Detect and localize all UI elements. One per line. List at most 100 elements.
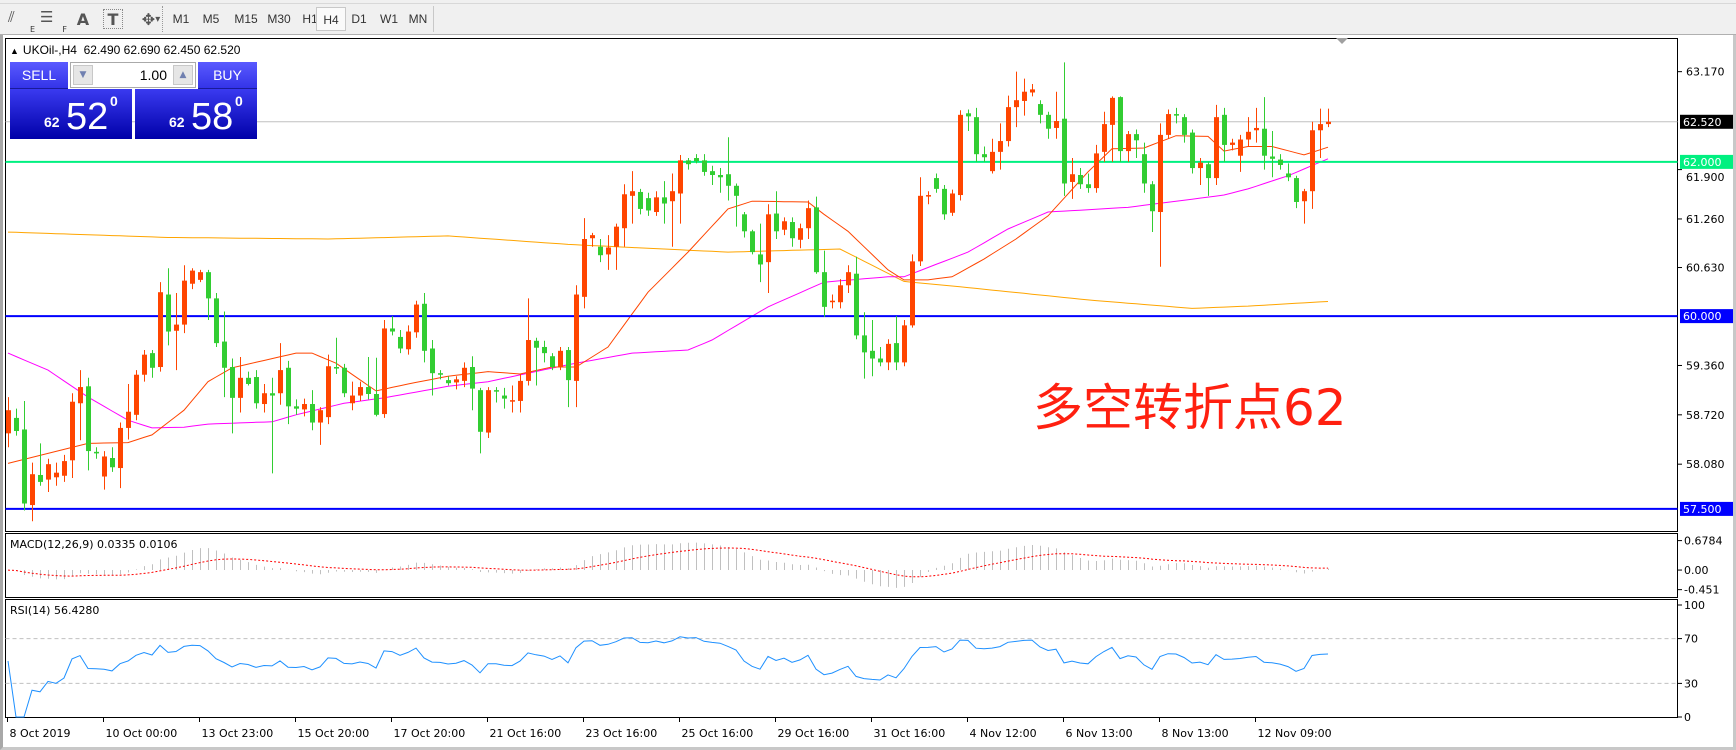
timeframe-h1[interactable]: H1 — [302, 12, 318, 26]
candle-body — [374, 394, 379, 415]
candle-body — [1166, 114, 1171, 135]
candle-body — [1262, 128, 1267, 156]
candle — [390, 316, 395, 336]
arrows-dropdown-icon[interactable]: ✥ ▾ — [141, 9, 161, 29]
candle — [1294, 175, 1299, 209]
macd-signal-line — [7, 547, 1328, 578]
candle — [86, 377, 91, 471]
candle-body — [750, 231, 755, 253]
text-label-icon[interactable]: T — [103, 9, 123, 29]
volume-input[interactable]: 1.00 — [139, 67, 167, 83]
toolbar-top-divider — [0, 0, 1736, 4]
fibonacci-glyph: ☰ — [40, 8, 54, 26]
buy-price-box[interactable]: 62 58 0 — [135, 89, 257, 139]
toolbar-separator — [162, 6, 164, 32]
candle-body — [646, 198, 651, 211]
candle — [1054, 91, 1059, 139]
fibonacci-icon[interactable]: ☰ F — [38, 7, 67, 34]
buy-price-prefix: 62 — [169, 114, 185, 130]
candle-body — [806, 208, 811, 229]
candle-body — [542, 346, 547, 354]
timeframe-m5[interactable]: M5 — [202, 12, 220, 26]
candle-body — [270, 393, 275, 396]
candle — [710, 165, 715, 186]
sell-price-box[interactable]: 62 52 0 — [10, 89, 132, 139]
candle-body — [1070, 174, 1075, 182]
candle-body — [406, 331, 411, 350]
chart-shift-icon — [1336, 38, 1348, 44]
timeframe-d1[interactable]: D1 — [351, 12, 367, 26]
candle-body — [110, 458, 115, 468]
candle — [582, 218, 587, 309]
candle — [446, 376, 451, 386]
candle — [702, 154, 707, 176]
candle-body — [790, 222, 795, 239]
candle-body — [398, 336, 403, 349]
candle — [502, 387, 507, 409]
timeframe-m30[interactable]: M30 — [267, 12, 291, 26]
timeframe-mn[interactable]: MN — [408, 12, 428, 26]
candle-body — [446, 380, 451, 384]
collapse-triangle-icon[interactable]: ▲ — [10, 46, 19, 56]
candle-body — [1270, 156, 1275, 159]
main-pane-frame — [5, 38, 1678, 532]
line-studies-icon[interactable]: ⫽ E — [6, 7, 35, 34]
candle-body — [686, 160, 691, 165]
candle-body — [70, 401, 75, 461]
candle — [542, 340, 547, 363]
time-label: 29 Oct 16:00 — [778, 727, 850, 740]
candle-body — [198, 272, 203, 280]
candle — [270, 377, 275, 474]
candle-body — [1086, 184, 1091, 189]
candle — [566, 346, 571, 408]
candle — [870, 319, 875, 377]
candle — [94, 447, 99, 459]
candle — [830, 294, 835, 309]
candle-body — [902, 325, 907, 363]
volume-decrease-icon[interactable]: ▼ — [73, 65, 93, 85]
candle-body — [1022, 91, 1027, 101]
candle-body — [766, 214, 771, 263]
candle — [510, 385, 515, 413]
candle — [382, 319, 387, 418]
candle — [1134, 129, 1139, 159]
candle-body — [886, 343, 891, 363]
timeframe-h4[interactable]: H4 — [316, 7, 346, 31]
candle — [54, 462, 59, 486]
candle-body — [638, 191, 643, 209]
ma-fast-line — [7, 135, 1329, 464]
buy-button[interactable]: BUY — [198, 62, 257, 89]
candle — [1222, 107, 1227, 162]
price-tick-label: 58.720 — [1686, 409, 1725, 422]
text-icon[interactable]: A — [70, 7, 96, 31]
candle-body — [782, 221, 787, 230]
candle-body — [526, 340, 531, 381]
candle — [470, 356, 475, 411]
candle-body — [622, 194, 627, 229]
timeframe-m1[interactable]: M1 — [172, 12, 190, 26]
chart-annotation-text[interactable]: 多空转折点62 — [1033, 379, 1347, 437]
candle-body — [1038, 104, 1043, 115]
candle-body — [54, 472, 59, 478]
rsi-tick-label: 70 — [1684, 633, 1698, 646]
time-label: 13 Oct 23:00 — [202, 727, 274, 740]
candle-body — [598, 246, 603, 256]
candle-body — [830, 300, 835, 303]
timeframe-m15[interactable]: M15 — [234, 12, 258, 26]
sell-button[interactable]: SELL — [10, 62, 68, 89]
volume-increase-icon[interactable]: ▲ — [173, 65, 193, 85]
candle-body — [774, 213, 779, 232]
candle-body — [814, 207, 819, 273]
candle-body — [990, 151, 995, 172]
candle — [918, 177, 923, 266]
candle — [1198, 158, 1203, 186]
timeframe-w1[interactable]: W1 — [380, 12, 398, 26]
candle-body — [1198, 162, 1203, 169]
candle — [1326, 108, 1331, 128]
candle-body — [958, 114, 963, 196]
candle — [998, 123, 1003, 170]
candle-body — [382, 328, 387, 415]
candle — [1014, 71, 1019, 128]
candle — [1262, 97, 1267, 170]
